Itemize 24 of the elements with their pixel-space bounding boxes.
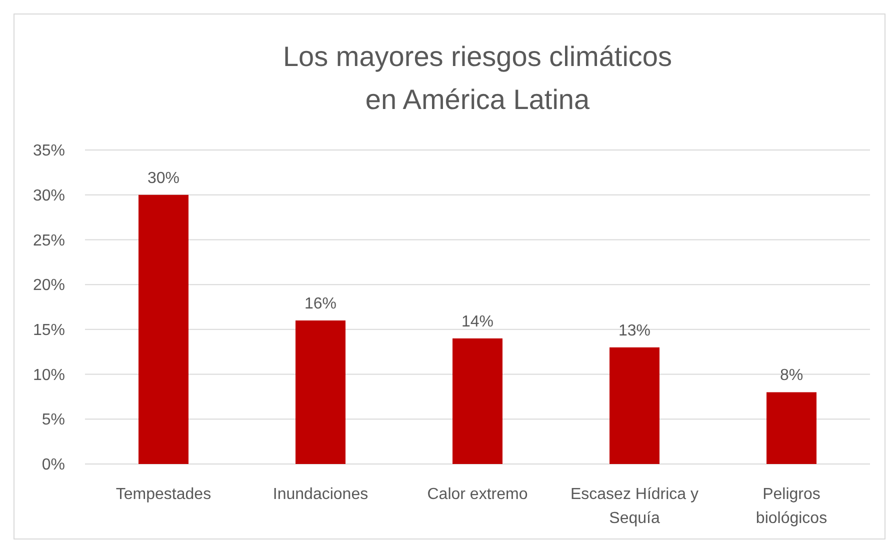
data-label: 8% xyxy=(780,367,804,384)
y-tick-label: 25% xyxy=(32,232,65,250)
bar xyxy=(452,338,502,464)
data-label: 30% xyxy=(147,170,180,187)
bar xyxy=(296,320,346,464)
x-tick-label: Calor extremo xyxy=(427,486,528,503)
y-tick-label: 10% xyxy=(32,366,65,384)
bar xyxy=(766,392,816,464)
chart-title: Los mayores riesgos climáticos en América Latina xyxy=(282,41,672,115)
x-tick-label: Tempestades xyxy=(116,486,212,503)
y-tick-label: 0% xyxy=(42,456,65,474)
y-tick-label: 30% xyxy=(32,187,65,204)
x-tick-label: Inundaciones xyxy=(272,486,368,503)
bar xyxy=(610,347,660,464)
y-tick-label: 20% xyxy=(32,277,65,294)
data-label: 13% xyxy=(618,322,651,340)
bar xyxy=(138,194,188,464)
y-tick-label: 15% xyxy=(32,322,65,340)
data-label: 14% xyxy=(461,313,494,330)
y-tick-label: 5% xyxy=(42,412,65,429)
data-label: 16% xyxy=(304,295,337,312)
y-tick-label: 35% xyxy=(32,142,65,160)
x-tick-label: Peligros biológicos xyxy=(756,486,828,527)
x-tick-label: Escasez Hídrica y Sequía xyxy=(570,486,699,527)
